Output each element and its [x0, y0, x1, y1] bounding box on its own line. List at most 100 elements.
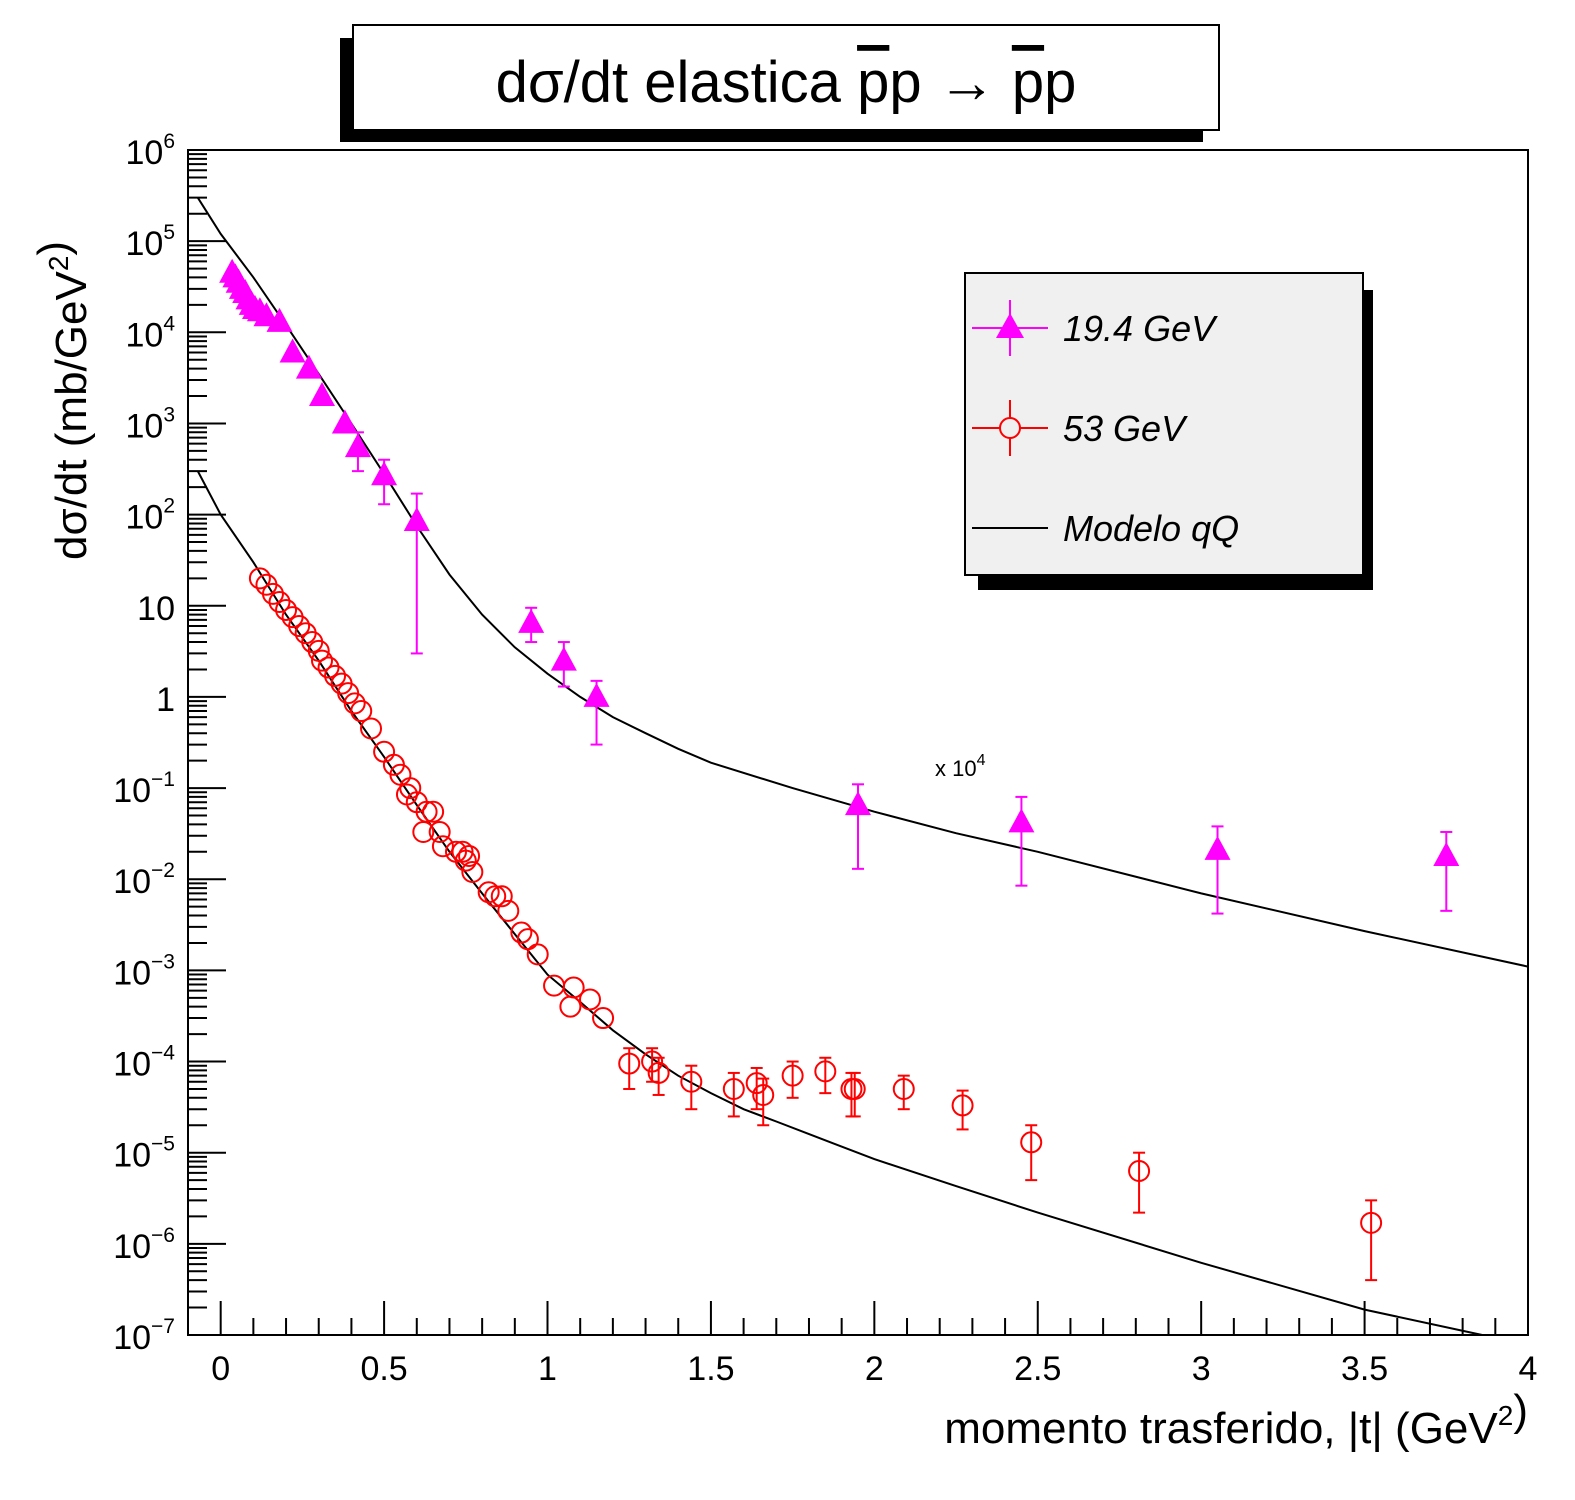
y-tick-label: 10−7: [113, 1315, 175, 1357]
data-point-19-4-gev: [1433, 841, 1460, 866]
data-point-19-4-gev: [279, 338, 306, 363]
y-tick-label: 10−4: [113, 1042, 175, 1084]
y-tick-label: 104: [125, 312, 175, 354]
x-tick-label: 2: [865, 1350, 884, 1388]
title-box: dσ/dt elastica pp → pp: [340, 24, 1220, 142]
data-point-53-gev: [1128, 1159, 1151, 1182]
legend-label: 19.4 GeV: [1063, 308, 1218, 349]
data-point-53-gev: [497, 899, 520, 922]
data-point-53-gev: [559, 995, 582, 1018]
data-point-53-gev: [484, 885, 507, 908]
series-53-gev: [248, 567, 1383, 1282]
data-point-53-gev: [722, 1077, 745, 1100]
y-tick-label: 10−6: [113, 1224, 175, 1266]
model-curve-2: [196, 470, 1483, 1336]
data-point-53-gev: [431, 835, 454, 858]
data-point-53-gev: [454, 849, 477, 872]
data-point-53-gev: [579, 988, 601, 1011]
scale-annotation: x 104: [935, 752, 986, 781]
data-point-53-gev: [526, 943, 549, 966]
data-point-53-gev: [268, 590, 291, 613]
legend-label: Modelo qQ: [1063, 508, 1239, 549]
data-point-53-gev: [641, 1050, 664, 1073]
x-tick-label: 4: [1519, 1350, 1538, 1388]
data-point-53-gev: [490, 885, 513, 908]
data-point-53-gev: [428, 820, 451, 843]
data-point-53-gev: [307, 639, 330, 662]
data-point-53-gev: [461, 861, 484, 884]
axes-layer: 0 0.5 1 1.5 2 2.5 3 3.5 410610510410310210110−11…: [113, 130, 1537, 1388]
data-point-53-gev: [275, 598, 298, 621]
x-tick-label: 3.5: [1341, 1350, 1388, 1388]
scale-annotation-exp: 4: [977, 752, 986, 769]
data-point-53-gev: [892, 1077, 915, 1100]
data-point-53-gev: [516, 928, 539, 951]
y-tick-label: 10−5: [113, 1133, 175, 1175]
legend-marker-triangle: [996, 313, 1024, 338]
data-point-19-4-gev: [550, 646, 577, 671]
y-tick-label: 10: [137, 590, 175, 628]
data-point-53-gev: [814, 1060, 837, 1083]
x-tick-label: 3: [1192, 1350, 1211, 1388]
chart-title: dσ/dt elastica pp → pp: [496, 50, 1077, 115]
title-frame: [352, 24, 1220, 131]
data-point-19-4-gev: [1008, 808, 1035, 833]
y-tick-label: 106: [125, 130, 175, 172]
data-point-53-gev: [288, 614, 311, 637]
x-axis-title: momento trasferido, |t| (GeV2): [944, 1386, 1528, 1453]
y-tick-label: 10−2: [113, 859, 175, 901]
data-point-53-gev: [680, 1070, 703, 1093]
data-point-19-4-gev: [518, 608, 545, 633]
data-point-53-gev: [324, 664, 347, 687]
data-point-19-4-gev: [295, 354, 322, 379]
plot-frame: [187, 149, 1529, 1336]
y-tick-label: 105: [125, 221, 175, 263]
x-tick-label: 0: [211, 1350, 230, 1388]
data-point-53-gev: [562, 976, 585, 999]
legend: 19.4 GeV 53 GeV Modelo qQ: [964, 272, 1373, 590]
data-point-53-gev: [951, 1094, 974, 1117]
data-point-53-gev: [458, 844, 481, 867]
data-point-19-4-gev: [1204, 835, 1231, 860]
x-tick-label: 1.5: [687, 1350, 734, 1388]
data-point-19-4-gev: [266, 307, 293, 332]
data-point-53-gev: [412, 820, 435, 843]
scale-annotation-base: x 10: [935, 756, 977, 781]
y-tick-label: 1: [156, 681, 175, 719]
y-tick-label: 102: [125, 495, 175, 537]
data-point-53-gev: [311, 649, 333, 672]
data-point-53-gev: [647, 1061, 670, 1084]
data-point-53-gev: [510, 921, 533, 944]
data-point-53-gev: [1360, 1211, 1383, 1234]
y-axis-title: dσ/dt (mb/GeV2): [29, 241, 96, 560]
y-tick-label: 10−3: [113, 950, 175, 992]
legend-marker-circle: [999, 417, 1021, 439]
data-point-53-gev: [1020, 1131, 1043, 1154]
data-point-53-gev: [373, 740, 396, 763]
y-tick-label: 10−1: [113, 768, 175, 810]
x-tick-label: 0.5: [360, 1350, 407, 1388]
x-tick-label: 1: [538, 1350, 557, 1388]
x-tick-label: 2.5: [1014, 1350, 1061, 1388]
data-point-53-gev: [360, 717, 383, 740]
data-point-53-gev: [843, 1077, 866, 1100]
data-point-19-4-gev: [371, 461, 398, 486]
legend-frame: [964, 272, 1364, 576]
series-19-4-gev: [219, 258, 1460, 915]
data-point-53-gev: [745, 1072, 768, 1095]
data-point-53-gev: [592, 1007, 615, 1030]
data-point-53-gev: [781, 1064, 804, 1087]
data-point-19-4-gev: [845, 791, 871, 816]
data-point-53-gev: [477, 881, 500, 904]
data-point-19-4-gev: [583, 682, 610, 707]
data-point-19-4-gev: [309, 382, 335, 407]
data-point-53-gev: [248, 567, 271, 590]
data-series: [219, 258, 1460, 1282]
data-point-19-4-gev: [403, 507, 430, 532]
data-point-53-gev: [350, 700, 373, 723]
data-point-53-gev: [618, 1052, 641, 1075]
data-point-53-gev: [752, 1083, 775, 1106]
data-point-53-gev: [343, 692, 366, 715]
y-tick-label: 103: [125, 403, 175, 445]
